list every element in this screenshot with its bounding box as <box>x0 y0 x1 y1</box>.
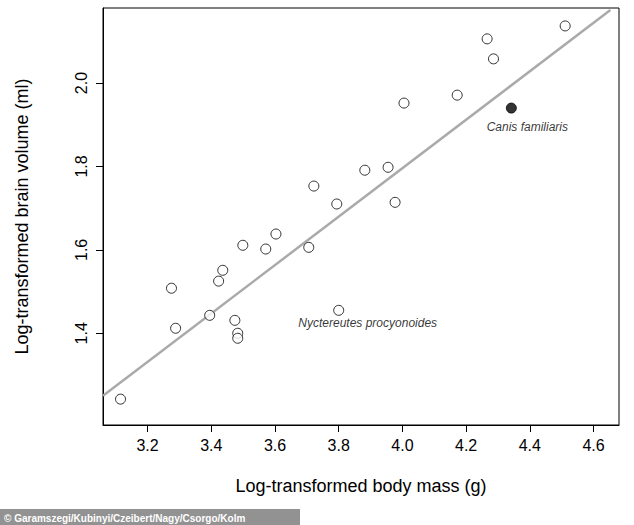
svg-text:2.0: 2.0 <box>73 72 90 94</box>
svg-text:3.6: 3.6 <box>264 437 286 454</box>
svg-text:4.0: 4.0 <box>391 437 413 454</box>
svg-text:3.4: 3.4 <box>200 437 222 454</box>
svg-text:4.6: 4.6 <box>582 437 604 454</box>
svg-text:Log-transformed brain volume (: Log-transformed brain volume (ml) <box>12 78 32 354</box>
svg-text:3.2: 3.2 <box>136 437 158 454</box>
svg-text:1.8: 1.8 <box>73 155 90 177</box>
svg-text:Canis familiaris: Canis familiaris <box>487 120 568 134</box>
svg-text:Log-transformed body mass (g): Log-transformed body mass (g) <box>235 476 486 496</box>
svg-text:Nyctereutes procyonoides: Nyctereutes procyonoides <box>298 316 437 330</box>
svg-text:1.4: 1.4 <box>73 322 90 344</box>
svg-text:1.6: 1.6 <box>73 239 90 261</box>
svg-text:3.8: 3.8 <box>328 437 350 454</box>
svg-text:4.2: 4.2 <box>455 437 477 454</box>
svg-text:4.4: 4.4 <box>519 437 541 454</box>
svg-text:© Garamszegi/Kubinyi/Czeibert/: © Garamszegi/Kubinyi/Czeibert/Nagy/Csorg… <box>4 513 245 524</box>
